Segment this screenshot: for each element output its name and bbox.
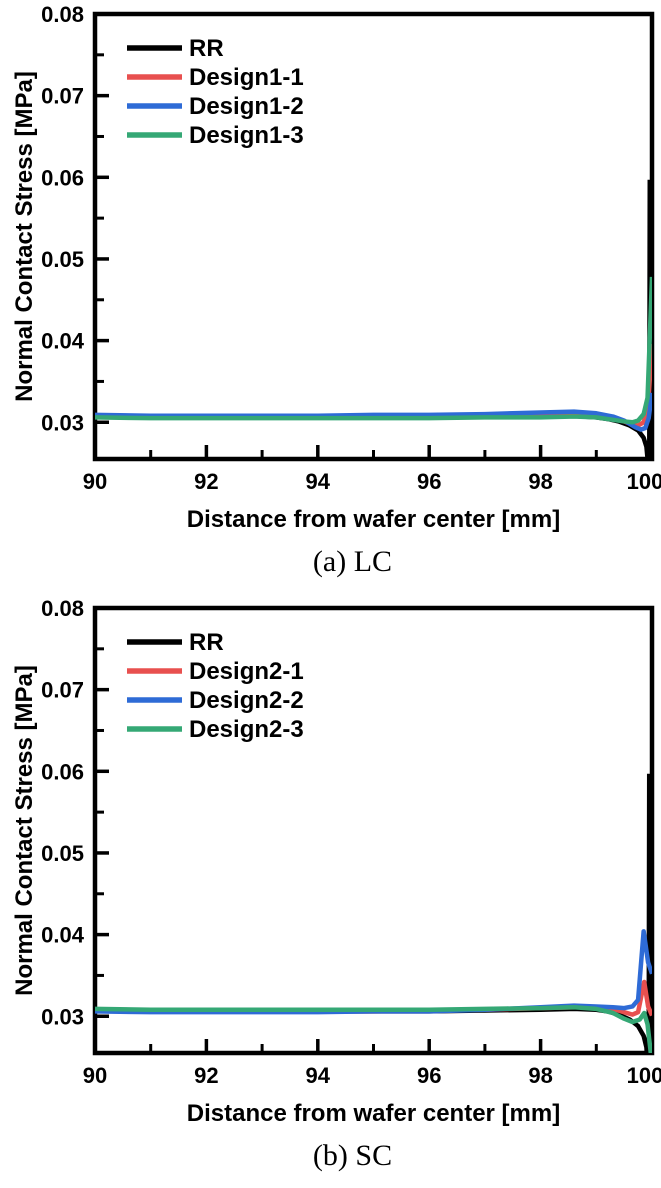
y-axis-tick-label: 0.06 bbox=[41, 759, 84, 784]
y-axis-tick-label: 0.03 bbox=[41, 410, 84, 435]
x-axis-tick-label: 94 bbox=[306, 469, 331, 494]
series-line-Design1-3 bbox=[95, 276, 652, 425]
y-axis-tick-label: 0.04 bbox=[41, 329, 85, 354]
legend-label-Design2-2: Design2-2 bbox=[189, 687, 304, 714]
x-axis-tick-label: 100 bbox=[627, 469, 661, 494]
y-axis-tick-label: 0.04 bbox=[41, 923, 85, 948]
series-line-RR bbox=[95, 773, 652, 1053]
legend-label-Design2-1: Design2-1 bbox=[189, 658, 304, 685]
legend-label-Design1-2: Design1-2 bbox=[189, 93, 304, 120]
y-axis-tick-label: 0.05 bbox=[41, 841, 84, 866]
y-axis-tick-label: 0.07 bbox=[41, 84, 84, 109]
x-axis-tick-label: 98 bbox=[528, 1063, 552, 1088]
y-axis-tick-label: 0.08 bbox=[41, 596, 84, 621]
chart-caption-sc: (b) SC bbox=[312, 1139, 393, 1172]
plot-frame bbox=[92, 605, 655, 1056]
chart-caption-lc: (a) LC bbox=[312, 545, 393, 578]
legend-label-RR: RR bbox=[189, 35, 224, 62]
series-line-Design2-2 bbox=[95, 929, 652, 1015]
y-axis-tick-label: 0.05 bbox=[41, 247, 84, 272]
y-axis-tick-label: 0.07 bbox=[41, 678, 84, 703]
chart-figure-sc: 90 92 94 96 98 100 0.03 0.04 0.05 0.06 0.07 0.08 RR D… bbox=[0, 594, 661, 1188]
x-axis-title: Distance from wafer center [mm] bbox=[187, 506, 560, 533]
x-axis-tick-label: 90 bbox=[83, 1063, 107, 1088]
x-axis-tick-label: 96 bbox=[417, 1063, 441, 1088]
x-axis-tick-label: 90 bbox=[83, 469, 107, 494]
y-axis-tick-label: 0.08 bbox=[41, 2, 84, 27]
x-axis-tick-label: 96 bbox=[417, 469, 441, 494]
chart-figure-lc: 90 92 94 96 98 100 0.03 0.04 0.05 0.06 0.07 0.08 RR D… bbox=[11, 2, 661, 578]
series-line-RR bbox=[95, 179, 652, 459]
x-axis-title: Distance from wafer center [mm] bbox=[187, 1100, 560, 1127]
x-axis-tick-label: 92 bbox=[194, 469, 218, 494]
x-axis-tick-label: 94 bbox=[306, 1063, 331, 1088]
chart-canvas-sc: 90 92 94 96 98 1000.030.040.050.060.070.08RRD… bbox=[11, 596, 661, 1127]
y-axis-title: Normal Contact Stress [MPa] bbox=[11, 665, 38, 996]
plot-frame bbox=[92, 11, 655, 462]
legend-label-Design1-1: Design1-1 bbox=[189, 64, 304, 91]
legend-label-Design1-3: Design1-3 bbox=[189, 122, 304, 149]
chart-canvas-lc: 90 92 94 96 98 1000.030.040.050.060.070.08RRD… bbox=[11, 2, 661, 533]
series-line-Design1-2 bbox=[95, 392, 652, 432]
legend-label-RR: RR bbox=[189, 629, 224, 656]
x-axis-tick-label: 98 bbox=[528, 469, 552, 494]
legend-label-Design2-3: Design2-3 bbox=[189, 716, 304, 743]
y-axis-title: Normal Contact Stress [MPa] bbox=[11, 71, 38, 402]
y-axis-tick-label: 0.03 bbox=[41, 1004, 84, 1029]
series-line-Design2-3 bbox=[95, 1005, 652, 1053]
x-axis-tick-label: 92 bbox=[194, 1063, 218, 1088]
x-axis-tick-label: 100 bbox=[627, 1063, 661, 1088]
y-axis-tick-label: 0.06 bbox=[41, 165, 84, 190]
